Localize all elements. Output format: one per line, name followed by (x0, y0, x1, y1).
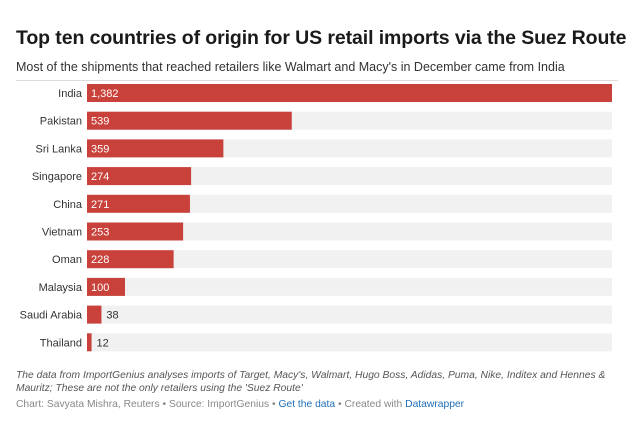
bar (87, 250, 174, 269)
category-label: Pakistan (40, 116, 82, 128)
bar-row-singapore: Singapore 274 (32, 167, 612, 186)
bar (87, 111, 292, 130)
bar-row-thailand: Thailand 12 (40, 333, 612, 352)
value-label: 274 (91, 171, 109, 183)
bar (87, 194, 190, 213)
bar-row-vietnam: Vietnam 253 (42, 222, 612, 241)
category-label: India (58, 88, 83, 100)
value-label: 38 (106, 310, 118, 322)
bar-chart: India 1,382 Pakistan 539 Sri Lanka 359 Singapo… (20, 84, 612, 352)
bar (87, 139, 224, 158)
value-label: 1,382 (91, 88, 119, 100)
bar-track (87, 222, 612, 241)
bar (87, 167, 192, 186)
bar (87, 222, 184, 241)
value-label: 100 (91, 282, 109, 294)
category-label: Thailand (40, 337, 82, 349)
bar-row-oman: Oman 228 (52, 250, 612, 269)
header-divider (16, 80, 618, 81)
category-label: Oman (52, 254, 82, 266)
category-label: Singapore (32, 171, 82, 183)
bar (87, 277, 125, 296)
value-label: 12 (97, 337, 109, 349)
credits-text: Chart: Savyata Mishra, Reuters • Source:… (16, 399, 279, 410)
value-label: 228 (91, 254, 109, 266)
bar-track (87, 194, 612, 213)
bar-row-sri-lanka: Sri Lanka 359 (36, 139, 612, 158)
bar-row-malaysia: Malaysia 100 (39, 277, 612, 296)
value-label: 539 (91, 116, 109, 128)
value-label: 359 (91, 143, 109, 155)
datawrapper-link[interactable]: Datawrapper (405, 399, 465, 410)
get-the-data-link[interactable]: Get the data (278, 399, 336, 410)
bar-track (87, 305, 612, 324)
bar (87, 305, 102, 324)
bar-row-saudi-arabia: Saudi Arabia 38 (20, 305, 612, 324)
bar-row-pakistan: Pakistan 539 (40, 111, 612, 130)
value-label: 253 (91, 227, 109, 239)
value-label: 271 (91, 199, 109, 211)
chart-subtitle: Most of the shipments that reached retai… (16, 60, 565, 74)
bar-row-china: China 271 (53, 194, 612, 213)
credits-separator: • Created with (335, 399, 406, 410)
bar-track (87, 167, 612, 186)
bar-row-india: India 1,382 (58, 84, 612, 102)
category-label: Vietnam (42, 227, 82, 239)
bar-track (87, 250, 612, 269)
category-label: Malaysia (39, 282, 83, 294)
chart-note: The data from ImportGenius analyses impo… (16, 370, 606, 394)
category-label: Saudi Arabia (20, 310, 83, 322)
category-label: Sri Lanka (36, 143, 83, 155)
chart-title: Top ten countries of origin for US retai… (16, 27, 627, 49)
chart-credits: Chart: Savyata Mishra, Reuters • Source:… (16, 399, 464, 410)
bar-track (87, 333, 612, 352)
category-label: China (53, 199, 83, 211)
bar (87, 333, 92, 352)
bar (87, 84, 612, 102)
bar-track (87, 277, 612, 296)
